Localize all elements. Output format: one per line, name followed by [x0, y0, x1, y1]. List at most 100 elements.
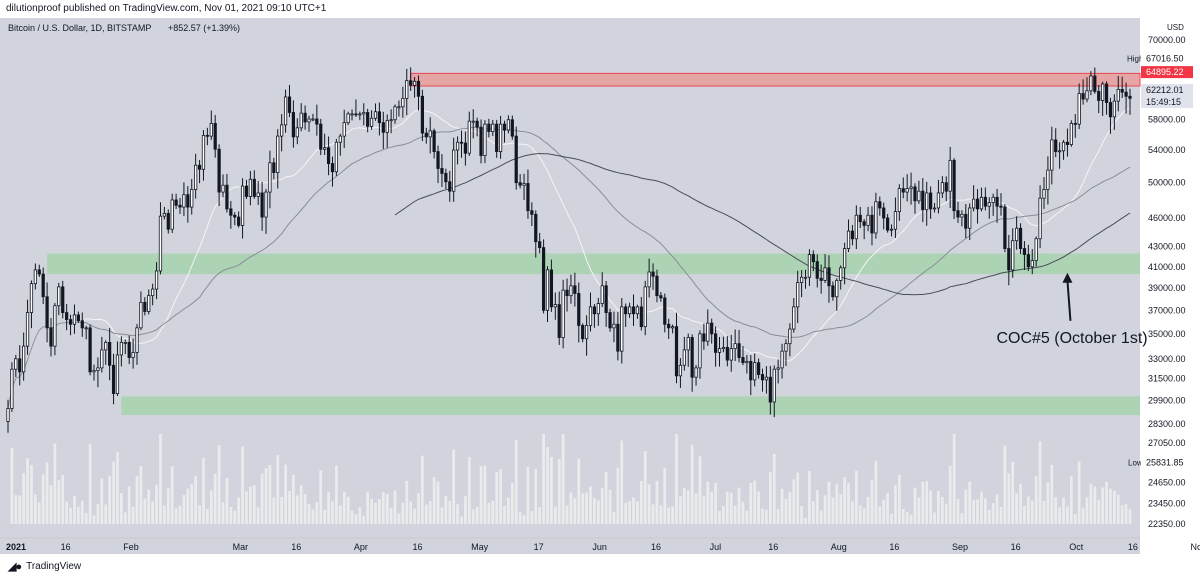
candle-up: [194, 164, 198, 190]
candle-up: [346, 113, 350, 124]
candle-down: [244, 185, 249, 197]
price-axis[interactable]: 70000.00 58000.00 54000.00 50000.00 46000.00…: [1148, 35, 1186, 529]
candle-down: [663, 297, 667, 325]
volume-bar: [41, 474, 45, 524]
candle-up: [25, 312, 30, 347]
volume-bar: [745, 510, 749, 524]
candle-up: [1112, 100, 1116, 118]
resistance-value-tag-bg: [1141, 66, 1193, 79]
candle-up: [776, 367, 780, 370]
candle-down: [538, 241, 542, 248]
volume-bar: [405, 480, 409, 524]
volume-bar: [464, 495, 467, 524]
candle-down: [510, 119, 514, 137]
volume-bar: [870, 479, 874, 524]
candle-up: [369, 117, 374, 127]
candle-down: [186, 194, 190, 208]
volume-bar: [577, 458, 581, 524]
volume-bar: [604, 471, 608, 524]
volume-bar: [823, 495, 827, 524]
x-tick-label: 2021: [6, 542, 26, 552]
candle-down: [502, 123, 507, 131]
candle-up: [338, 135, 342, 143]
candle-up: [522, 183, 526, 186]
volume-bar: [776, 509, 780, 524]
volume-bar: [765, 509, 768, 524]
candle-down: [205, 134, 209, 137]
volume-bar: [929, 490, 932, 524]
volume-bar: [225, 477, 229, 524]
candle-up: [717, 348, 722, 353]
candle-down: [725, 346, 729, 361]
candle-down: [1026, 254, 1030, 268]
candle-up: [158, 215, 163, 272]
last-price-tag: 62212.01: [1146, 85, 1184, 95]
price-chart[interactable]: 70000.00 58000.00 54000.00 50000.00 46000.00…: [0, 18, 1200, 554]
time-axis[interactable]: 2021 16 Feb Mar 16 Apr 16 May 17 Jun 16 Jul 16 Aug 16 S…: [0, 537, 1200, 552]
candle-up: [839, 267, 843, 281]
candle-up: [1030, 260, 1034, 268]
candle-down: [811, 254, 815, 263]
volume-bar: [49, 484, 53, 524]
candle-down: [424, 132, 428, 138]
volume-bar: [100, 478, 104, 524]
candle-down: [330, 163, 335, 173]
volume-bar: [894, 484, 897, 524]
y-tick-label: 29900.00: [1148, 396, 1186, 406]
volume-bar: [659, 505, 663, 524]
volume-bar: [948, 465, 952, 524]
volume-bar: [1093, 486, 1097, 524]
volume-bar: [475, 506, 479, 524]
volume-bar: [636, 501, 639, 524]
candle-up: [362, 112, 366, 115]
volume-bar: [878, 506, 882, 524]
volume-bar: [1105, 481, 1108, 524]
annotation-arrow-shaft: [1066, 280, 1072, 321]
candle-up: [221, 184, 225, 193]
volume-bar: [921, 481, 925, 524]
candle-up: [276, 135, 280, 173]
candle-up: [909, 186, 913, 190]
volume-bar: [252, 485, 256, 524]
volume-bar: [589, 486, 592, 524]
candle-down: [381, 122, 385, 133]
volume-bar: [952, 434, 956, 524]
x-tick-label: Feb: [123, 542, 139, 552]
candle-down: [354, 113, 358, 116]
candle-up: [455, 141, 460, 151]
volume-bar: [151, 501, 155, 524]
low-label: Low: [1128, 459, 1143, 468]
candle-down: [659, 295, 663, 299]
candle-down: [1007, 248, 1011, 271]
candle-down: [964, 213, 968, 229]
volume-bar: [374, 502, 377, 524]
volume-bar: [827, 481, 831, 524]
volume-bar: [897, 474, 901, 524]
chart-svg[interactable]: 70000.00 58000.00 54000.00 50000.00 46000.00…: [0, 18, 1200, 554]
publisher-line: dilutionproof published on TradingView.c…: [6, 3, 327, 14]
volume-bar: [53, 443, 57, 524]
volume-bar: [467, 456, 471, 524]
volume-bar: [843, 477, 846, 524]
volume-bar: [960, 513, 964, 524]
volume-bar: [620, 440, 624, 524]
candle-up: [307, 118, 311, 123]
candle-down: [713, 333, 718, 353]
volume-bar: [792, 479, 796, 524]
candle-up: [491, 123, 495, 132]
candle-up: [1034, 238, 1038, 262]
volume-bar: [174, 508, 178, 524]
volume-bar: [206, 509, 209, 524]
volume-bar: [831, 497, 835, 524]
candle-up: [342, 122, 346, 137]
volume-bar: [26, 458, 29, 524]
volume-bar: [1081, 507, 1085, 524]
volume-bar: [350, 510, 354, 524]
volume-bar: [905, 512, 909, 524]
candle-down: [225, 184, 229, 210]
volume-bar: [671, 506, 674, 524]
candle-up: [1058, 150, 1062, 153]
volume-bar: [499, 469, 502, 524]
countdown-tag: 15:49:15: [1146, 97, 1181, 107]
candle-down: [1128, 95, 1132, 99]
